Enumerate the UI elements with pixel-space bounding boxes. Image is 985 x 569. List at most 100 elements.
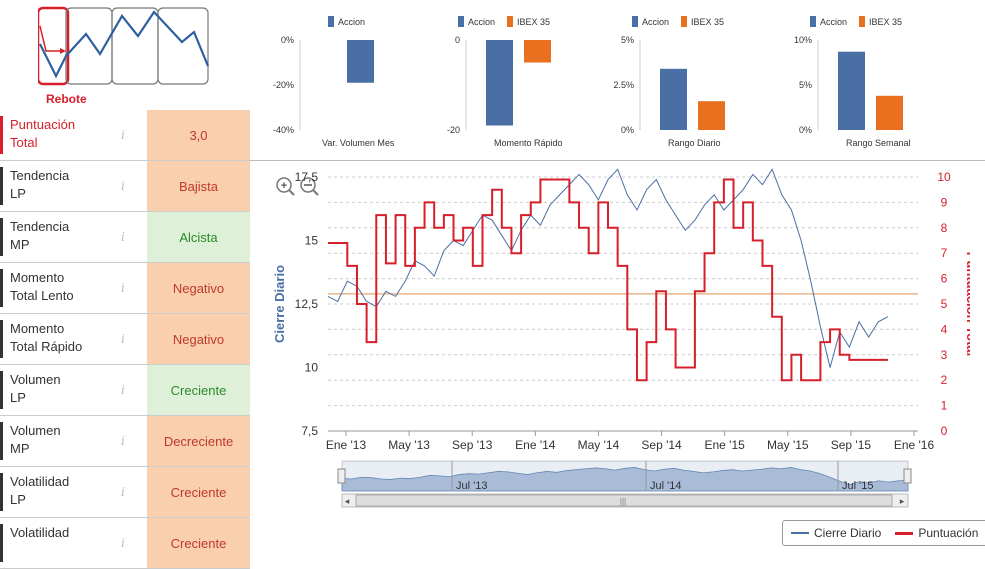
scroll-left-icon[interactable]: ◂	[345, 496, 350, 506]
row-accent	[0, 269, 3, 307]
y-right-tick: 5	[941, 297, 948, 311]
indicator-row: Volumen LP i Creciente	[0, 365, 250, 416]
x-tick-label: Ene '16	[894, 438, 935, 452]
legend-swatch	[632, 16, 638, 27]
indicator-label: Momento Total Rápido	[10, 320, 82, 356]
info-icon[interactable]: i	[121, 179, 125, 193]
x-tick-label: Sep '13	[452, 438, 493, 452]
indicator-value: Creciente	[147, 365, 250, 415]
info-icon[interactable]: i	[121, 383, 125, 397]
indicator-label: Momento Total Lento	[10, 269, 74, 305]
legend-cierre-swatch	[791, 532, 809, 534]
legend-puntuacion-swatch	[895, 531, 914, 535]
row-accent	[0, 473, 3, 511]
mini-plot: 0 -20	[447, 35, 551, 135]
series-puntuacion[interactable]	[328, 178, 888, 382]
indicator-label: Volatilidad LP	[10, 473, 69, 509]
series-cierre-diario[interactable]	[327, 168, 889, 368]
x-tick-label: Sep '14	[641, 438, 682, 452]
mini-legend: Accion IBEX 35	[458, 16, 550, 27]
mini-bar-ibex[interactable]	[698, 101, 725, 130]
indicator-label: Volumen LP	[10, 371, 61, 407]
chart-legend: Cierre Diario Puntuación	[782, 520, 985, 546]
mini-tick-label: 10%	[794, 35, 812, 45]
mini-plot: 5% 2.5% 0%	[613, 35, 725, 135]
mini-legend-item[interactable]: Accion	[458, 16, 495, 27]
y-right-tick: 0	[941, 424, 948, 438]
legend-label: IBEX 35	[869, 16, 903, 27]
mini-chart-2: Accion IBEX 35 0 -20 Momento Rápido	[438, 6, 603, 156]
info-icon[interactable]: i	[121, 128, 125, 142]
label-line2: LP	[10, 492, 26, 507]
y-left-tick: 17,5	[295, 170, 319, 184]
mini-bar-accion[interactable]	[838, 51, 865, 131]
mini-legend: Accion IBEX 35	[810, 16, 902, 27]
mini-bar-accion[interactable]	[486, 40, 513, 126]
mini-legend-item[interactable]: Accion	[328, 16, 365, 27]
mini-bar-ibex[interactable]	[876, 95, 903, 130]
label-line1: Volatilidad	[10, 474, 70, 489]
row-accent	[0, 371, 3, 409]
mini-legend-item[interactable]: Accion	[810, 16, 847, 27]
label-line2: Total Rápido	[10, 339, 83, 354]
x-tick-label: Ene '13	[326, 438, 367, 452]
mini-tick-label: -20%	[273, 80, 294, 90]
mini-tick-label: 5%	[799, 80, 812, 90]
mini-bar-ibex[interactable]	[524, 40, 551, 63]
mini-caption: Rango Diario	[668, 138, 721, 148]
mini-legend-item[interactable]: IBEX 35	[859, 16, 902, 27]
indicator-row: Volatilidad LP i Creciente	[0, 467, 250, 518]
mini-tick-label: 0%	[799, 125, 812, 135]
info-icon[interactable]: i	[121, 230, 125, 244]
zoom-in-icon[interactable]	[276, 177, 292, 193]
zoom-out-icon[interactable]	[300, 177, 316, 193]
mini-legend: Accion IBEX 35	[632, 16, 724, 27]
y-right-tick: 7	[941, 246, 948, 260]
y-left-tick: 7,5	[301, 424, 318, 438]
row-accent	[0, 320, 3, 358]
scrollbar-grip: |||	[620, 497, 626, 506]
mini-caption: Rango Semanal	[846, 138, 911, 148]
legend-puntuacion[interactable]: Puntuación	[895, 526, 978, 540]
mini-chart-4: Accion IBEX 35 10% 5% 0% Rango Semanal	[790, 6, 955, 156]
info-icon[interactable]: i	[121, 536, 125, 550]
navigator-handle-right[interactable]	[903, 468, 912, 484]
mini-tick-label: 0%	[621, 125, 634, 135]
indicator-row: Tendencia LP i Bajista	[0, 161, 250, 212]
indicator-value: Creciente	[147, 518, 250, 568]
label-line2: MP	[10, 237, 30, 252]
legend-label: Accion	[468, 16, 496, 27]
mini-legend-item[interactable]: IBEX 35	[681, 16, 724, 27]
x-tick-label: Ene '15	[705, 438, 746, 452]
rebote-label: Rebote	[46, 92, 87, 106]
scrollbar-thumb[interactable]	[355, 494, 893, 507]
y-right-tick: 1	[941, 399, 948, 413]
legend-cierre[interactable]: Cierre Diario	[791, 526, 881, 540]
x-tick-label: Sep '15	[831, 438, 872, 452]
label-line1: Volumen	[10, 423, 61, 438]
info-icon[interactable]: i	[121, 332, 125, 346]
indicator-row: Tendencia MP i Alcista	[0, 212, 250, 263]
mini-legend-item[interactable]: Accion	[632, 16, 669, 27]
mini-legend-item[interactable]: IBEX 35	[507, 16, 550, 27]
indicator-label: Tendencia MP	[10, 218, 69, 254]
y-right-tick: 3	[941, 348, 948, 362]
scroll-right-icon[interactable]: ▸	[900, 496, 905, 506]
y-right-tick: 8	[941, 221, 948, 235]
legend-swatch	[328, 16, 334, 27]
indicator-row: Volatilidad i Creciente	[0, 518, 250, 569]
mini-bar-accion[interactable]	[660, 68, 687, 130]
navigator-tick-label: Jul '13	[456, 480, 487, 492]
label-line1: Puntuación	[10, 117, 76, 132]
navigator-handle-left[interactable]	[337, 468, 346, 484]
mini-bar-accion[interactable]	[347, 40, 374, 83]
info-icon[interactable]: i	[121, 434, 125, 448]
label-line2: LP	[10, 186, 26, 201]
info-icon[interactable]: i	[121, 281, 125, 295]
navigator-selection[interactable]	[342, 461, 908, 491]
indicator-label: Volatilidad	[10, 524, 69, 542]
zoom-out-handle	[312, 189, 319, 196]
y-right-tick: 10	[937, 170, 951, 184]
x-tick-label: May '13	[388, 438, 430, 452]
info-icon[interactable]: i	[121, 485, 125, 499]
